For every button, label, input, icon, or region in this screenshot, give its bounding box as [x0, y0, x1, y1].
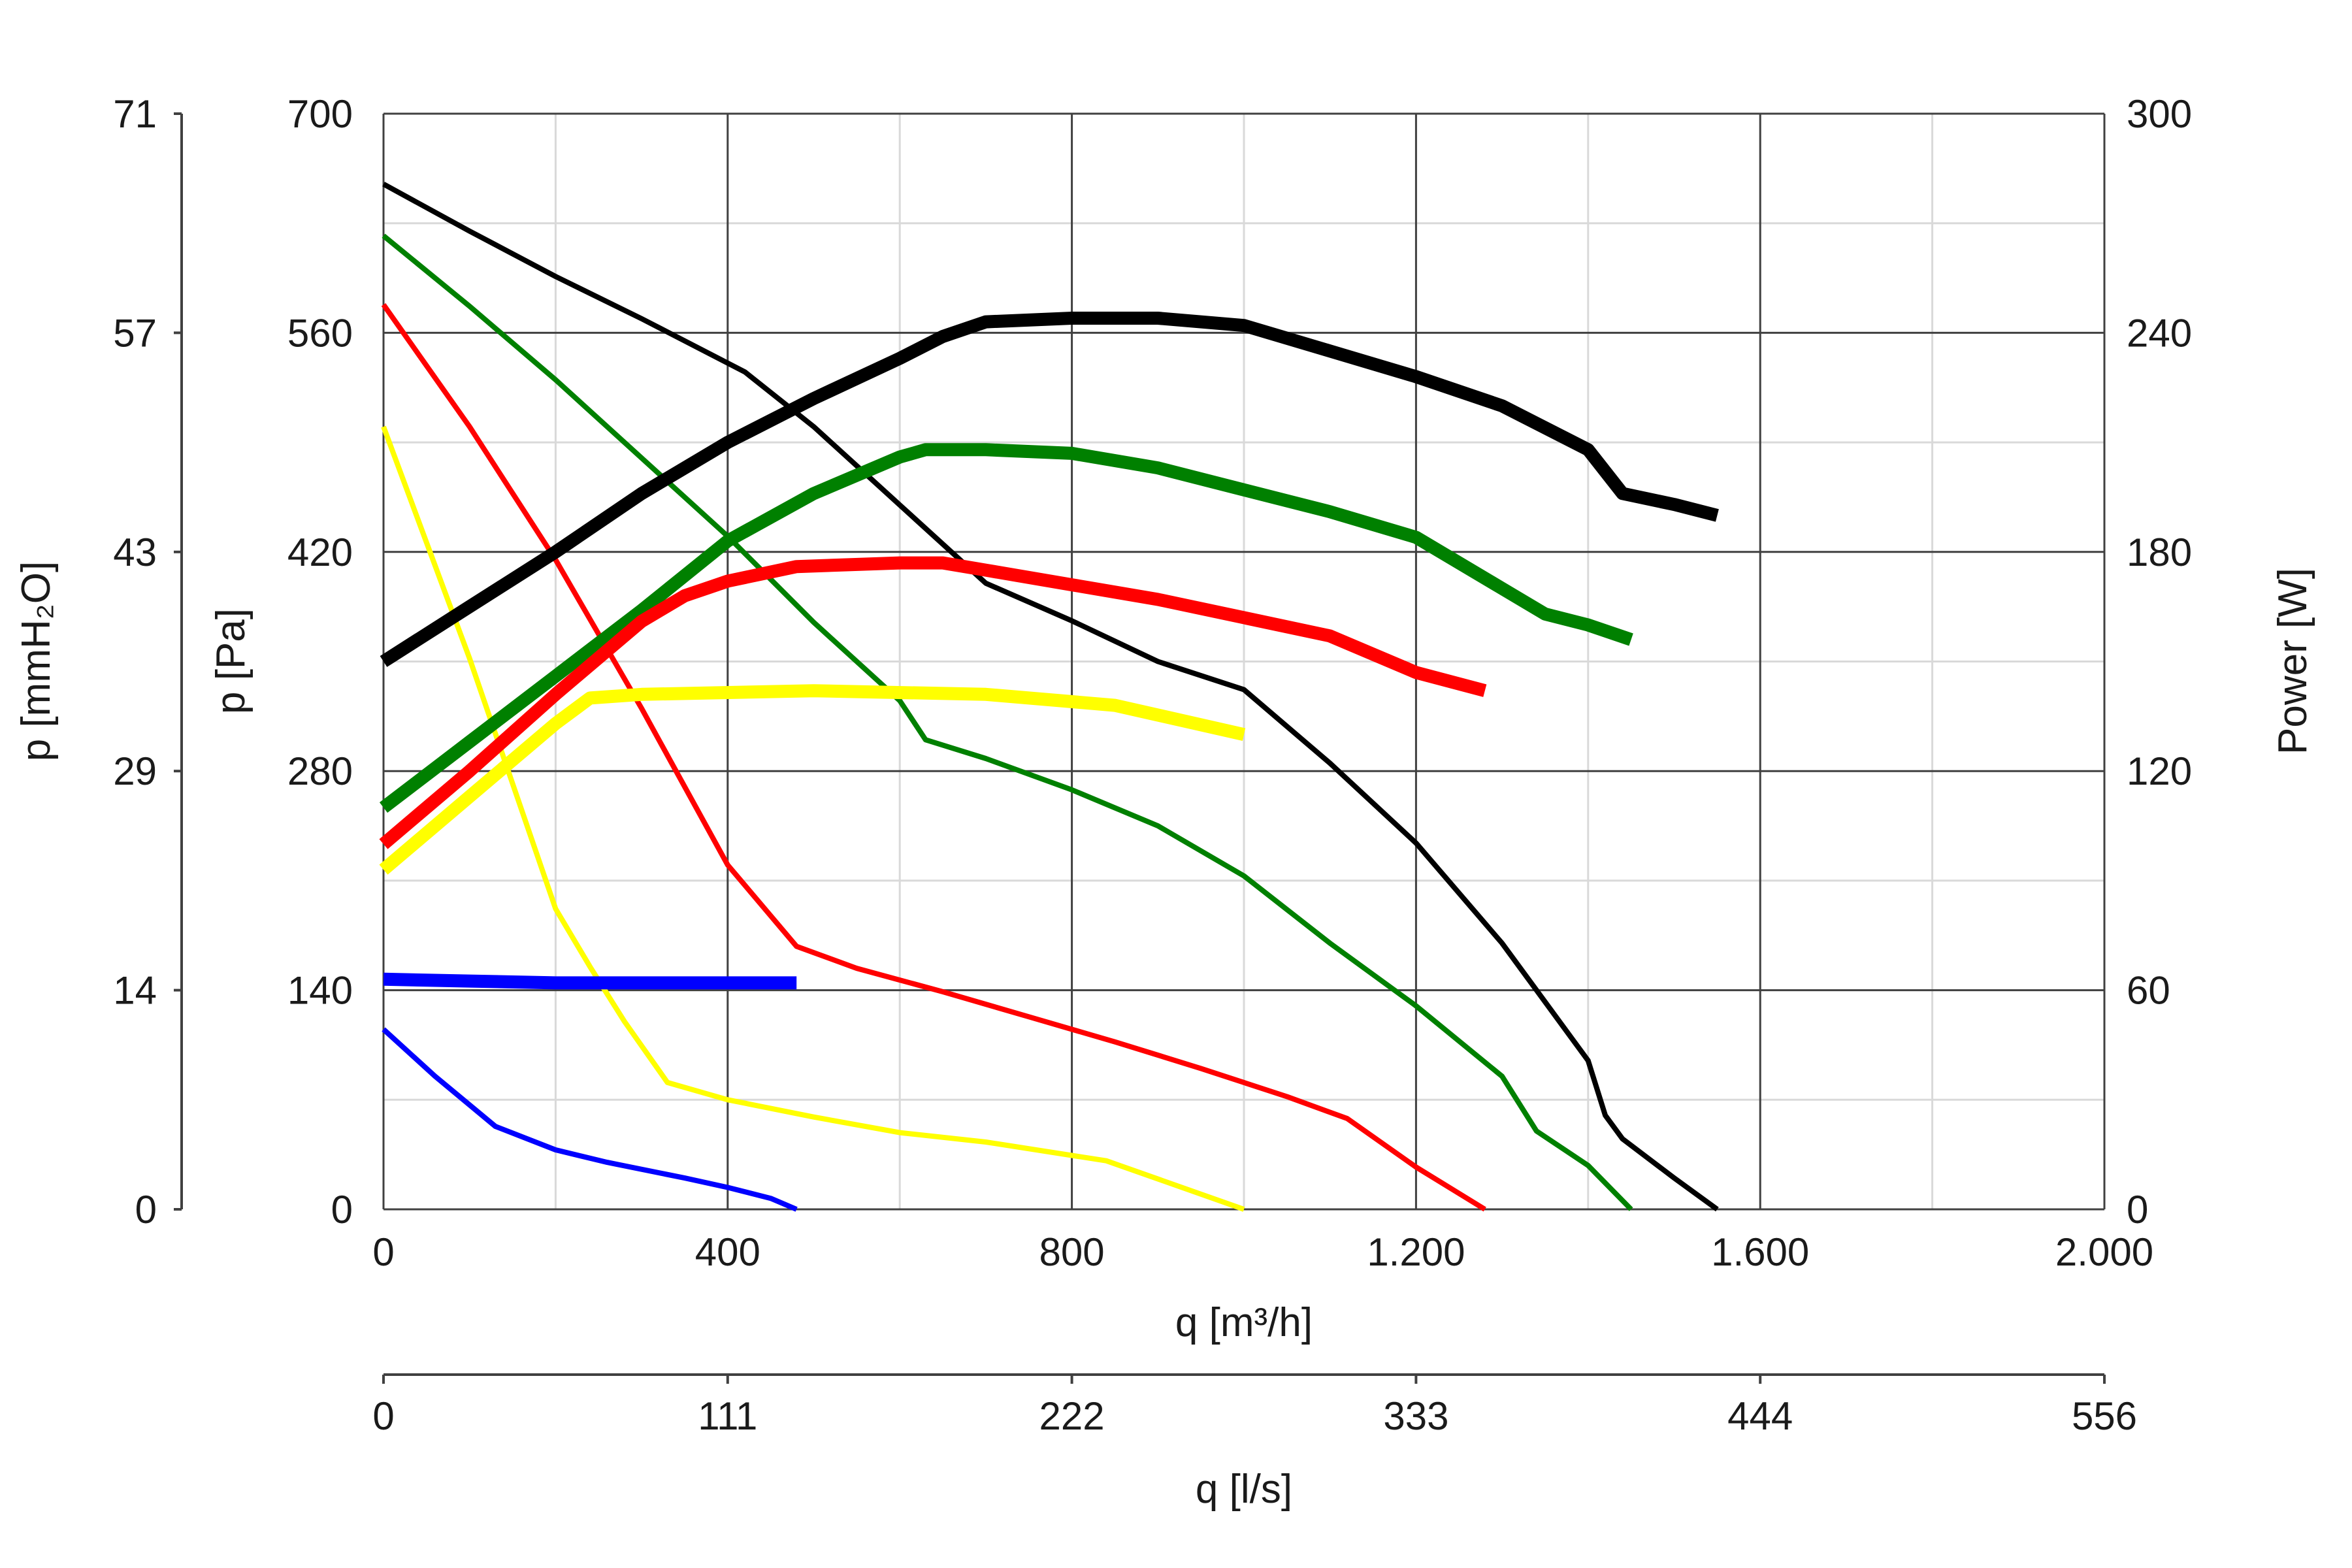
y-right-tick-label: 0	[2127, 1188, 2148, 1232]
pressure-curve-3	[381, 425, 1245, 1212]
pressure-curve-4	[382, 1027, 798, 1212]
x2-tick-label: 556	[2072, 1394, 2137, 1438]
x2-tick-label: 444	[1727, 1394, 1793, 1438]
y-axis-title: p [Pa]	[208, 608, 253, 714]
x-tick-label: 2.000	[2055, 1230, 2153, 1274]
pressure-curve-2	[381, 302, 1486, 1212]
power-curve-5	[380, 312, 1719, 667]
power-curve-8	[379, 684, 1246, 875]
y-right-tick-label: 240	[2127, 311, 2192, 355]
y-tick-label: 420	[287, 531, 353, 574]
plot-axes	[174, 112, 2106, 1384]
y2-tick-label: 29	[113, 749, 157, 793]
x-tick-label: 400	[695, 1230, 760, 1274]
x2-tick-label: 111	[698, 1394, 757, 1438]
x2-tick-label: 333	[1383, 1394, 1448, 1438]
x-tick-label: 1.200	[1367, 1230, 1465, 1274]
y-tick-label: 140	[287, 969, 353, 1013]
y-tick-label: 700	[287, 92, 353, 136]
y2-tick-label: 71	[113, 92, 157, 136]
y-right-tick-label: 300	[2127, 92, 2192, 136]
plot-curves	[379, 182, 1719, 1212]
y-right-tick-label: 120	[2127, 749, 2192, 793]
power-curve-9	[383, 972, 797, 990]
y2-axis-title: p [mmH₂O]	[14, 561, 59, 762]
y-right-tick-label: 180	[2127, 531, 2192, 574]
y-right-tick-label: 60	[2127, 969, 2170, 1013]
x-tick-label: 0	[372, 1230, 394, 1274]
y2-tick-label: 14	[113, 969, 157, 1013]
pressure-curve-0	[382, 182, 1719, 1212]
y-tick-label: 560	[287, 311, 353, 355]
x-tick-label: 800	[1039, 1230, 1105, 1274]
y-right-axis-title: Power [W]	[2270, 568, 2315, 755]
y2-tick-label: 43	[113, 531, 157, 574]
power-curve-6	[379, 443, 1633, 813]
pressure-curve-1	[382, 233, 1633, 1211]
y2-tick-label: 0	[135, 1188, 157, 1232]
x2-tick-label: 222	[1039, 1394, 1105, 1438]
x2-axis-title: q [l/s]	[1196, 1467, 1292, 1512]
x-tick-label: 1.600	[1711, 1230, 1809, 1274]
x2-tick-label: 0	[372, 1394, 394, 1438]
power-curve-7	[379, 556, 1487, 849]
y-tick-label: 280	[287, 749, 353, 793]
x-axis-title: q [m³/h]	[1175, 1300, 1313, 1345]
y-tick-label: 0	[331, 1188, 353, 1232]
y2-tick-label: 57	[113, 311, 157, 355]
